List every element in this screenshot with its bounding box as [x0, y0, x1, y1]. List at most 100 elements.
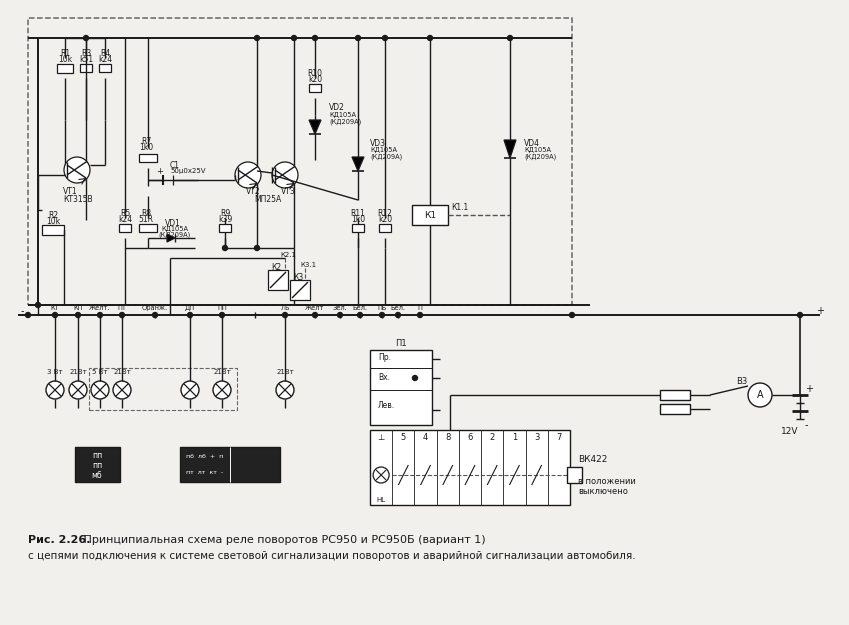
Text: R8: R8 [141, 209, 151, 219]
Text: Бел.: Бел. [352, 305, 368, 311]
Text: КД105А: КД105А [161, 226, 188, 232]
Text: Бел.: Бел. [391, 305, 406, 311]
Circle shape [428, 36, 432, 41]
Text: k24: k24 [98, 54, 112, 64]
Text: ПП: ПП [217, 305, 227, 311]
Bar [370, 430, 570, 505]
Text: R5: R5 [120, 209, 130, 219]
Bar [290, 280, 310, 300]
Circle shape [25, 312, 31, 318]
Text: Принципиальная схема реле поворотов РС950 и РС950Б (вариант 1): Принципиальная схема реле поворотов РС95… [80, 535, 486, 545]
Circle shape [276, 381, 294, 399]
Bar [139, 154, 157, 162]
Text: 1k0: 1k0 [139, 142, 153, 151]
Circle shape [312, 36, 318, 41]
Circle shape [220, 312, 224, 318]
Polygon shape [309, 120, 321, 134]
Bar [660, 390, 690, 400]
Text: VD1: VD1 [165, 219, 181, 228]
Text: R2: R2 [48, 211, 58, 219]
Circle shape [508, 36, 513, 41]
Text: ⊥: ⊥ [378, 434, 385, 442]
Text: k24: k24 [118, 216, 132, 224]
Bar [660, 404, 690, 414]
Circle shape [69, 381, 87, 399]
Text: R10: R10 [307, 69, 323, 78]
Circle shape [291, 36, 296, 41]
Text: k20: k20 [378, 216, 392, 224]
Text: 12V: 12V [781, 426, 799, 436]
Text: КТ: КТ [51, 305, 59, 311]
Text: R3: R3 [81, 49, 91, 58]
Text: k39: k39 [218, 216, 232, 224]
Text: в положении: в положении [578, 478, 636, 486]
Circle shape [255, 36, 260, 41]
Circle shape [413, 376, 418, 381]
Text: Пр.: Пр. [378, 354, 391, 362]
Text: П1: П1 [395, 339, 407, 349]
Text: Рис. 2.26.: Рис. 2.26. [28, 535, 91, 545]
Text: 21Вт: 21Вт [276, 369, 294, 375]
Text: (КД209А): (КД209А) [370, 154, 402, 160]
Circle shape [53, 312, 58, 318]
Text: В3: В3 [736, 378, 748, 386]
Text: К1.1: К1.1 [452, 202, 469, 211]
Circle shape [235, 162, 261, 188]
Text: пб  лб  +  п: пб лб + п [187, 454, 223, 459]
Text: К2: К2 [271, 262, 281, 271]
Text: R4: R4 [100, 49, 110, 58]
Text: ВК422: ВК422 [578, 456, 607, 464]
Text: Вх.: Вх. [378, 374, 390, 382]
Text: КП: КП [73, 305, 82, 311]
Text: НL: НL [377, 497, 385, 503]
Text: К3.1: К3.1 [300, 262, 316, 268]
Polygon shape [167, 234, 175, 242]
Circle shape [64, 157, 90, 183]
Circle shape [188, 312, 193, 318]
Circle shape [83, 36, 88, 41]
Text: 10k: 10k [58, 54, 72, 64]
Circle shape [91, 381, 109, 399]
Text: КТ315В: КТ315В [63, 194, 93, 204]
Text: VD2: VD2 [329, 104, 345, 112]
Text: пт  лт  кт  -: пт лт кт - [187, 469, 223, 474]
Text: Оранж.: Оранж. [142, 305, 168, 311]
Text: КД105А: КД105А [370, 147, 397, 153]
Bar [99, 64, 111, 72]
Bar [89, 368, 237, 410]
Text: VT1: VT1 [63, 188, 77, 196]
Bar [567, 467, 582, 483]
Circle shape [213, 381, 231, 399]
Text: R1: R1 [60, 49, 70, 58]
Circle shape [283, 312, 288, 318]
Text: 5: 5 [401, 434, 406, 442]
Text: A: A [756, 390, 763, 400]
Bar [180, 447, 280, 482]
Text: МП25А: МП25А [255, 196, 282, 204]
Circle shape [380, 312, 385, 318]
Text: k20: k20 [308, 74, 322, 84]
Text: k51: k51 [79, 54, 93, 64]
Text: ПБ: ПБ [377, 305, 386, 311]
Text: Жёлт.: Жёлт. [89, 305, 110, 311]
Text: 6: 6 [467, 434, 473, 442]
Text: ДП: ДП [185, 305, 195, 311]
Text: пп: пп [92, 461, 102, 469]
Text: R11: R11 [351, 209, 365, 217]
Text: 21Вт: 21Вт [113, 369, 131, 375]
Text: 21Вт: 21Вт [69, 369, 87, 375]
Text: с цепями подключения к системе световой сигнализации поворотов и аварийной сигна: с цепями подключения к системе световой … [28, 551, 636, 561]
Circle shape [181, 381, 199, 399]
Polygon shape [352, 157, 364, 171]
Circle shape [418, 312, 423, 318]
Circle shape [383, 36, 387, 41]
Text: +: + [156, 168, 164, 176]
Text: (КД209А): (КД209А) [524, 154, 556, 160]
Text: +: + [816, 306, 824, 316]
Circle shape [153, 312, 158, 318]
Bar [268, 270, 288, 290]
Circle shape [312, 312, 318, 318]
Circle shape [76, 312, 81, 318]
Text: +: + [805, 384, 813, 394]
Text: 8: 8 [445, 434, 451, 442]
